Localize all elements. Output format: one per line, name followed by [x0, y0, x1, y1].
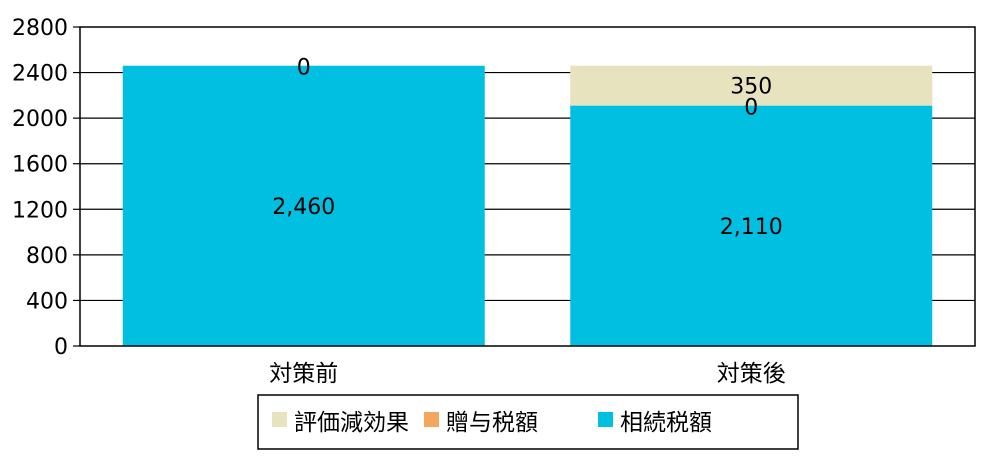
x-category-label: 対策後: [717, 361, 786, 387]
legend-box: [257, 394, 799, 450]
legend-label: 贈与税額: [446, 410, 538, 436]
bar-segment: [570, 105, 933, 346]
y-tick-label: 2800: [12, 16, 68, 41]
data-label: 2,460: [272, 195, 335, 220]
y-axis: 0 400 800 1200 1600 2000 2400 2800: [12, 16, 80, 360]
plot-frame: [79, 26, 976, 347]
bar-segment: [570, 65, 933, 106]
legend: 評価減効果 贈与税額 相続税額: [257, 394, 799, 450]
y-tick-label: 1600: [12, 153, 68, 178]
data-label: 350: [730, 75, 772, 100]
legend-label: 相続税額: [620, 410, 712, 436]
bar-segment: [122, 65, 485, 346]
y-tick-label: 400: [26, 289, 68, 314]
y-tick-label: 800: [26, 244, 68, 269]
y-tick-label: 2000: [12, 107, 68, 132]
y-tick-label: 2400: [12, 62, 68, 87]
x-category-label: 対策前: [269, 361, 338, 387]
legend-swatch: [272, 412, 287, 427]
bars: [122, 65, 933, 346]
legend-swatch: [598, 412, 613, 427]
legend-label: 評価減効果: [294, 410, 409, 436]
data-label: 0: [744, 96, 758, 121]
legend-swatch: [424, 412, 439, 427]
x-axis: 対策前 対策後: [269, 361, 786, 387]
y-tick-label: 1200: [12, 198, 68, 223]
data-label: 0: [297, 56, 311, 81]
data-label: 2,110: [720, 215, 783, 240]
y-tick-label: 0: [54, 335, 68, 360]
